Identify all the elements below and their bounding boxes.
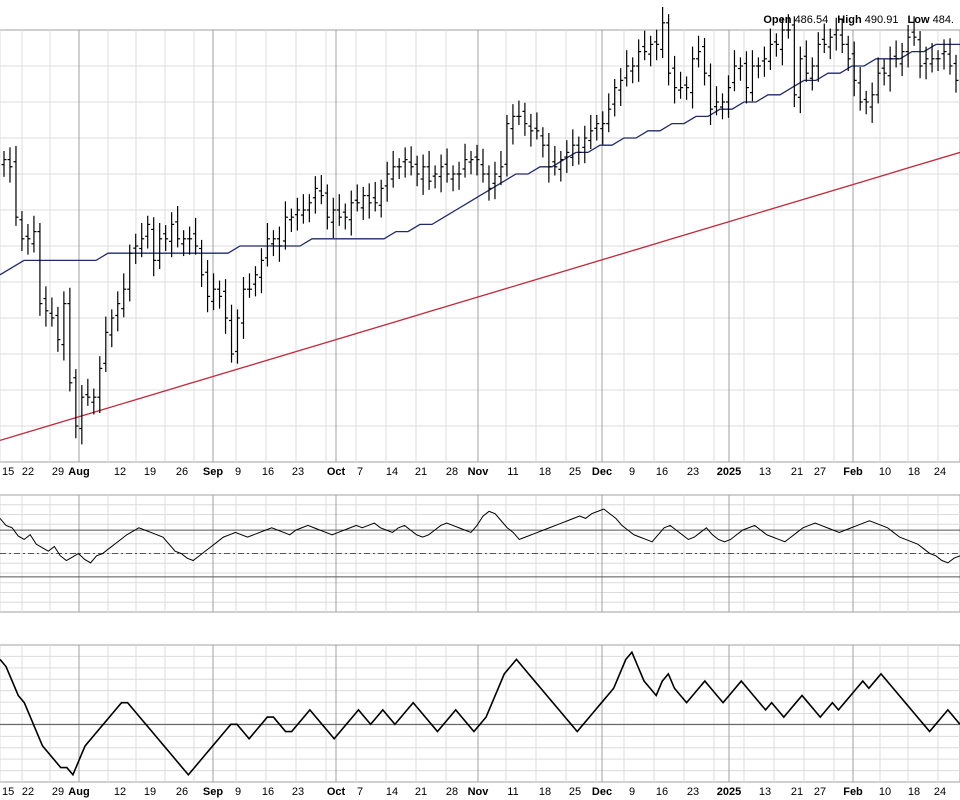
x-axis-bottom-tick-label: 26 (176, 786, 188, 798)
x-axis-bottom-tick-label: 13 (759, 786, 771, 798)
x-axis-bottom-tick-label: 21 (791, 786, 803, 798)
x-axis-top-tick-label: 16 (656, 466, 668, 478)
x-axis-bottom-tick-label: Dec (592, 786, 612, 798)
x-axis-bottom-tick-label: 16 (262, 786, 274, 798)
x-axis-bottom-tick-label: 29 (52, 786, 64, 798)
x-axis-top-tick-label: 18 (908, 466, 920, 478)
x-axis-top-tick-label: 23 (687, 466, 699, 478)
x-axis-bottom-tick-label: 19 (144, 786, 156, 798)
low-value: 484. (932, 14, 954, 26)
x-axis-top-tick-label: Sep (203, 466, 223, 478)
x-axis-bottom-tick-label: Oct (327, 786, 346, 798)
x-axis-bottom-tick-label: 24 (934, 786, 946, 798)
x-axis-top-tick-label: 27 (814, 466, 826, 478)
x-axis-bottom-tick-label: 27 (814, 786, 826, 798)
high-label: High (837, 14, 862, 26)
x-axis-top-tick-label: 22 (22, 466, 34, 478)
x-axis-bottom-tick-label: 25 (569, 786, 581, 798)
high-value: 490.91 (864, 14, 899, 26)
x-axis-top-tick-label: 23 (292, 466, 304, 478)
x-axis-bottom-tick-label: Sep (203, 786, 223, 798)
x-axis-top-tick-label: 9 (629, 466, 635, 478)
x-axis-top-tick-label: 13 (759, 466, 771, 478)
x-axis-top-tick-label: 9 (235, 466, 241, 478)
x-axis-top-tick-label: 12 (114, 466, 126, 478)
x-axis-top-tick-label: 19 (144, 466, 156, 478)
x-axis-bottom-tick-label: 11 (507, 786, 518, 798)
x-axis-top-tick-label: Dec (592, 466, 612, 478)
x-axis-bottom-tick-label: 23 (292, 786, 304, 798)
x-axis-bottom-tick-label: 28 (446, 786, 458, 798)
x-axis-top-tick-label: 29 (52, 466, 64, 478)
x-axis-bottom-tick-label: 10 (879, 786, 891, 798)
x-axis-top-tick-label: 15 (2, 466, 14, 478)
x-axis-bottom-tick-label: 23 (687, 786, 699, 798)
ma-200-line (0, 151, 960, 442)
x-axis-bottom-tick-label: 9 (629, 786, 635, 798)
x-axis-bottom-tick-label: 2025 (717, 786, 741, 798)
x-axis-bottom-tick-label: 7 (357, 786, 363, 798)
x-axis-top-tick-label: Feb (843, 466, 863, 478)
x-axis-bottom-tick-label: Nov (468, 786, 490, 798)
x-axis-top-tick-label: 16 (262, 466, 274, 478)
open-value: 486.54 (794, 14, 829, 26)
x-axis-top-tick-label: Nov (468, 466, 490, 478)
x-axis-bottom-tick-label: 22 (22, 786, 34, 798)
open-label: Open (763, 14, 792, 26)
x-axis-bottom-tick-label: 12 (114, 786, 126, 798)
x-axis-bottom-tick-label: 16 (656, 786, 668, 798)
x-axis-top-tick-label: 21 (791, 466, 803, 478)
rsi-line (0, 508, 960, 564)
x-axis-top-tick-label: 2025 (717, 466, 741, 478)
x-axis-top-tick-label: 14 (386, 466, 398, 478)
x-axis-bottom-tick-label: 18 (539, 786, 551, 798)
x-axis-top-tick-label: Aug (68, 466, 89, 478)
x-axis-top-tick-label: Oct (327, 466, 346, 478)
x-axis-bottom-tick-label: 9 (235, 786, 241, 798)
x-axis-bottom-tick-label: Feb (843, 786, 863, 798)
x-axis-top-tick-label: 24 (934, 466, 946, 478)
x-axis-bottom-tick-label: 21 (415, 786, 427, 798)
x-axis-top-tick-label: 21 (415, 466, 427, 478)
x-axis-bottom-tick-label: 18 (908, 786, 920, 798)
ohlc-header: Open 486.54 High 490.91 Low 484. (763, 14, 960, 26)
x-axis-top-tick-label: 18 (539, 466, 551, 478)
x-axis-top-tick-label: 7 (357, 466, 363, 478)
momentum-line (0, 650, 960, 777)
x-axis-bottom-tick-label: 14 (386, 786, 398, 798)
x-axis-top-tick-label: 26 (176, 466, 188, 478)
x-axis-bottom-tick-label: Aug (68, 786, 89, 798)
x-axis-top-tick-label: 28 (446, 466, 458, 478)
x-axis-top-tick-label: 25 (569, 466, 581, 478)
x-axis-bottom-tick-label: 15 (2, 786, 14, 798)
x-axis-top-tick-label: 11 (507, 466, 518, 478)
low-label: Low (907, 14, 930, 26)
x-axis-top-tick-label: 10 (879, 466, 891, 478)
